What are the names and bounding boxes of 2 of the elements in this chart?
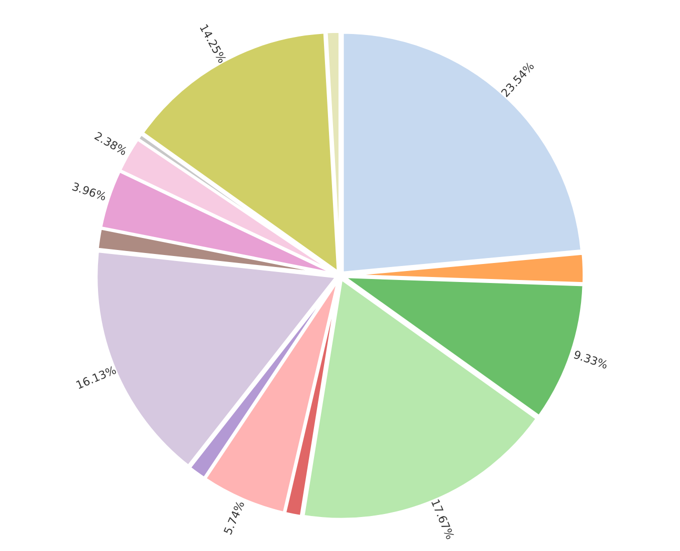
- data-label: 3.96%: [72, 182, 107, 201]
- data-label: 9.33%: [573, 350, 608, 369]
